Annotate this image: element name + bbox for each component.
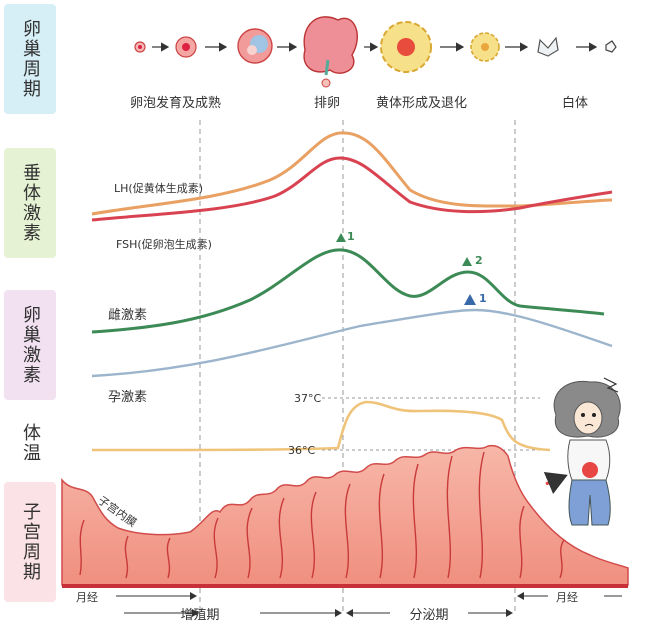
phase-arrows: [116, 592, 622, 617]
fsh-curve: [91, 156, 613, 222]
phase-follicle-development: 卵泡发育及成熟: [130, 96, 222, 111]
phase-corpus-luteum: 黄体形成及退化: [376, 96, 468, 111]
estrogen-label: 雌激素: [108, 308, 148, 323]
follicle-stage-1: [134, 41, 146, 53]
body-temperature-label: 体温: [4, 412, 56, 474]
lh-curve: [91, 131, 613, 216]
menstruation-end-label: 月经: [556, 591, 578, 604]
lh-peak-marker: [336, 233, 346, 242]
corpus-luteum-large: [380, 21, 432, 73]
secretory-phase-label: 分泌期: [409, 608, 449, 623]
temperature-curve: [91, 400, 551, 452]
estrogen-curve: [91, 248, 605, 334]
corpus-albicans: [605, 40, 617, 53]
follicle-stage-3: [237, 28, 273, 64]
progesterone-curve: [91, 308, 613, 378]
corpus-albicans-forming: [537, 36, 559, 57]
proliferative-phase-label: 增殖期: [180, 608, 220, 623]
pituitary-hormones-label: 垂体激素: [4, 148, 56, 258]
ovarian-cycle-label: 卵巢周期: [4, 4, 56, 114]
progesterone-peak-number: 1: [479, 292, 487, 305]
phase-ovulation: 排卵: [314, 96, 341, 111]
estrogen-peak2-number: 2: [475, 254, 483, 267]
phase-corpus-albicans: 白体: [562, 96, 589, 111]
follicle-stage-2: [175, 36, 197, 58]
temperature-guides: [322, 397, 540, 451]
uterine-base-layer: [62, 584, 628, 588]
fsh-label: FSH(促卵泡生成素): [116, 238, 212, 251]
estrogen-peak2-marker: [462, 257, 472, 266]
progesterone-label: 孕激素: [108, 390, 148, 405]
temperature-high-label: 37°C: [294, 392, 322, 405]
lh-peak-number: 1: [347, 230, 355, 243]
follicle-sequence: [134, 16, 617, 88]
temperature-low-label: 36°C: [288, 444, 316, 457]
cramping-woman-illustration: [543, 377, 621, 526]
lh-label: LH(促黄体生成素): [114, 182, 203, 195]
endometrial-glands: [79, 451, 565, 579]
uterine-cycle-label: 子宫周期: [4, 482, 56, 602]
corpus-luteum-small: [470, 32, 500, 62]
menstruation-start-label: 月经: [76, 591, 98, 604]
ovarian-hormones-label: 卵巢激素: [4, 290, 56, 400]
progesterone-peak-marker: [464, 294, 476, 305]
ovulating-follicle: [303, 16, 358, 88]
